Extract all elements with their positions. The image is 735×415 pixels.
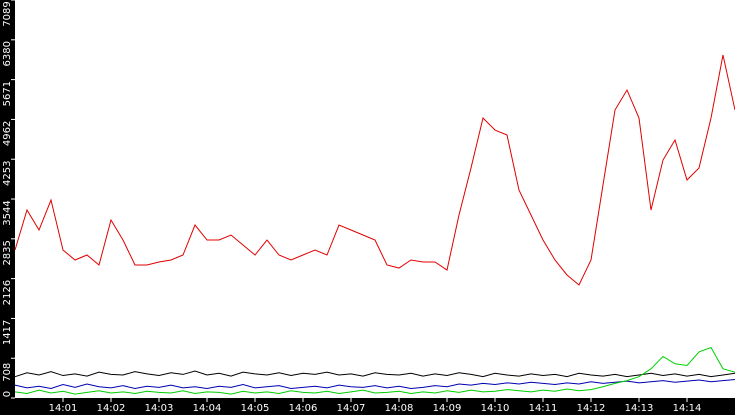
y-tick-label: 2126 xyxy=(2,280,13,305)
x-tick-label: 14:06 xyxy=(289,403,318,414)
y-tick-label: 7089 xyxy=(2,1,13,26)
line-series xyxy=(14,346,735,395)
y-tick-label: 3544 xyxy=(2,200,13,225)
y-tick-label: 1417 xyxy=(2,320,13,345)
x-tick-label: 14:13 xyxy=(625,403,654,414)
y-tick-label: 4962 xyxy=(2,121,13,146)
x-tick-label: 14:09 xyxy=(433,403,462,414)
line-series xyxy=(14,378,735,389)
x-tick-label: 14:05 xyxy=(241,403,270,414)
x-axis-strip xyxy=(0,398,735,415)
x-tick-label: 14:08 xyxy=(385,403,414,414)
x-tick-label: 14:10 xyxy=(481,403,510,414)
x-tick-label: 14:03 xyxy=(145,403,174,414)
y-tick-label: 0 xyxy=(2,391,13,397)
y-tick-label: 2835 xyxy=(2,240,13,265)
y-tick-label: 5671 xyxy=(2,81,13,106)
y-tick-label: 6380 xyxy=(2,41,13,66)
x-tick-label: 14:12 xyxy=(577,403,606,414)
y-tick-label: 4253 xyxy=(2,160,13,185)
x-tick-label: 14:11 xyxy=(529,403,558,414)
x-tick-label: 14:07 xyxy=(337,403,366,414)
line-series xyxy=(14,370,735,378)
x-tick-label: 14:04 xyxy=(193,403,222,414)
line-series xyxy=(14,54,735,286)
x-tick-label: 14:02 xyxy=(97,403,126,414)
y-tick-label: 708 xyxy=(2,363,13,382)
y-axis-strip xyxy=(0,0,15,415)
x-tick-label: 14:01 xyxy=(49,403,78,414)
x-tick-label: 14:14 xyxy=(673,403,702,414)
